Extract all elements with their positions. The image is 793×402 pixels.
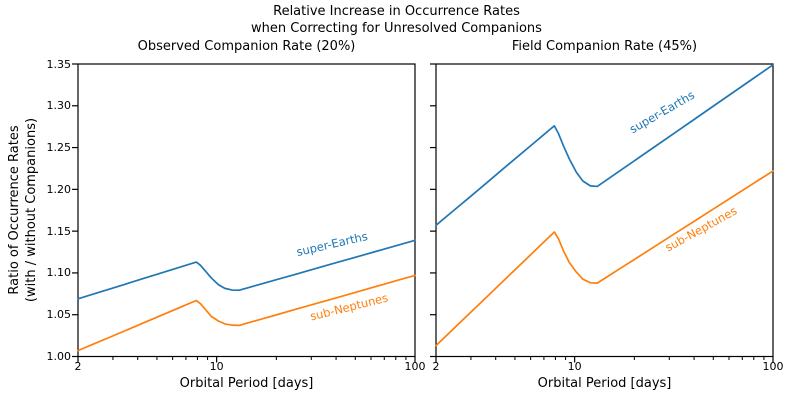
figure-title: Relative Increase in Occurrence Rates wh… — [0, 4, 793, 37]
y-tick-label: 1.25 — [46, 141, 72, 155]
x-tick-label: 10 — [567, 359, 582, 373]
figure-title-line1: Relative Increase in Occurrence Rates — [273, 4, 520, 19]
panel-title-observed: Observed Companion Rate (20%) — [137, 39, 356, 54]
curve-super-earths — [435, 63, 774, 227]
curve-sub-neptunes — [77, 274, 416, 352]
x-tick-label: 10 — [209, 359, 224, 373]
x-axis-label-left: Orbital Period [days] — [179, 376, 314, 391]
x-tick-label: 2 — [74, 359, 82, 373]
panel-title-field: Field Companion Rate (45%) — [511, 39, 698, 54]
curve-sub-neptunes — [435, 170, 774, 347]
y-axis-label-line1: Ratio of Occurrence Rates — [7, 125, 22, 295]
x-axis-label-right: Orbital Period [days] — [537, 376, 672, 391]
x-tick-label: 100 — [404, 359, 426, 373]
y-tick-label: 1.35 — [46, 57, 72, 71]
x-tick-label: 100 — [762, 359, 784, 373]
y-tick-label: 1.10 — [46, 266, 72, 280]
x-tick-label: 2 — [432, 359, 440, 373]
y-tick-label: 1.30 — [46, 99, 72, 113]
y-tick-label: 1.00 — [46, 350, 72, 363]
y-tick-label: 1.20 — [46, 182, 72, 196]
axes-frame — [77, 63, 416, 358]
y-tick-label: 1.05 — [46, 308, 72, 322]
y-tick-label: 1.15 — [46, 224, 72, 238]
figure-title-line2: when Correcting for Unresolved Companion… — [251, 20, 542, 36]
axes-frame — [435, 63, 774, 358]
curve-super-earths — [77, 239, 416, 300]
